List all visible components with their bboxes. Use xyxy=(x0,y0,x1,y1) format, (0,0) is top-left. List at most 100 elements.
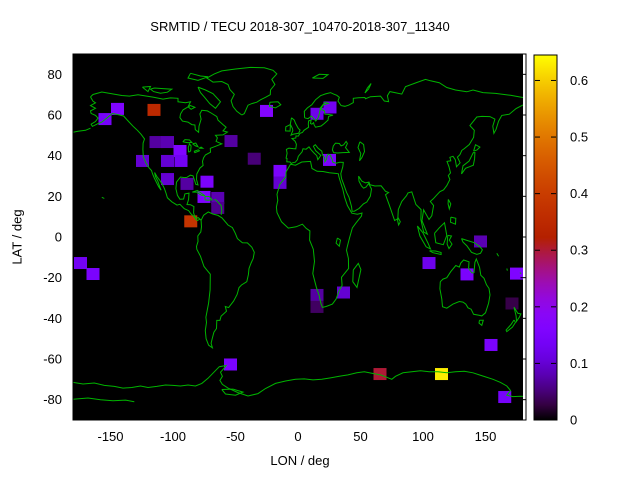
coastline-south-america xyxy=(195,211,255,349)
coastline-solomons xyxy=(496,253,500,257)
coastline-ross-shelf xyxy=(73,397,135,403)
coastline-borneo xyxy=(434,221,448,246)
coastline-sumatra xyxy=(416,225,432,251)
x-tick-label: 100 xyxy=(412,429,434,444)
heatmap-cell xyxy=(173,144,187,157)
coastline-eurasia-south xyxy=(285,101,523,236)
coastline-baffin-island xyxy=(197,86,222,110)
colorbar-tick-label: 0.2 xyxy=(570,299,588,314)
heatmap-cell xyxy=(149,136,163,149)
coastline-novaya-zemlya xyxy=(364,83,372,94)
colorbar-tick-label: 0.3 xyxy=(570,243,588,258)
heatmap-cell xyxy=(373,368,387,381)
heatmap-cell xyxy=(422,257,436,270)
heatmap-cell xyxy=(323,153,336,166)
heatmap-cell xyxy=(310,288,324,301)
heatmap-cell xyxy=(505,297,519,310)
heatmap-cell xyxy=(161,136,174,149)
coastline-lake-ontario xyxy=(198,146,205,149)
coastline-madagascar xyxy=(352,262,362,289)
coastline-svalbard xyxy=(312,73,330,79)
x-tick-label: -100 xyxy=(160,429,186,444)
colorbar-gradient-rect xyxy=(534,55,557,420)
coastline-nz-south xyxy=(505,319,517,333)
map-background xyxy=(73,54,523,420)
coastline-africa xyxy=(275,160,363,308)
y-tick-label: 0 xyxy=(55,230,62,245)
heatmap-cell xyxy=(224,135,238,148)
heatmap-cell xyxy=(74,257,87,270)
heatmap-cell xyxy=(161,154,174,167)
coastlines xyxy=(73,66,523,403)
y-tick-label: -20 xyxy=(43,270,62,285)
coastline-antarctica xyxy=(73,364,523,398)
heatmap-cell xyxy=(310,300,324,313)
coastline-fiji xyxy=(519,272,522,274)
coastline-new-guinea xyxy=(461,238,484,255)
heatmap-cell xyxy=(247,152,261,165)
colorbar-tick-label: 0.1 xyxy=(570,356,588,371)
coastline-lake-victoria xyxy=(335,237,342,248)
coastline-iceland xyxy=(268,101,282,109)
coastline-victoria-island xyxy=(149,87,174,94)
plot-title: SRMTID / TECU 2018-307_10470-2018-307_11… xyxy=(150,19,450,34)
x-tick-label: 150 xyxy=(475,429,497,444)
coastline-nz-north xyxy=(513,306,522,323)
coastline-eurasia-arctic xyxy=(303,78,523,118)
heatmap-cell xyxy=(435,368,448,381)
x-tick-label: 0 xyxy=(294,429,301,444)
heatmap-cell xyxy=(224,358,237,371)
coastline-australia xyxy=(439,257,491,317)
coastline-ireland xyxy=(285,124,291,132)
colorbar-tick-label: 0 xyxy=(570,413,577,428)
coastline-banks-island xyxy=(142,85,152,93)
heatmap-cell xyxy=(260,104,273,117)
coastline-honshu xyxy=(461,152,476,175)
x-tick-label: -50 xyxy=(226,429,245,444)
coastline-aleutians xyxy=(73,127,91,133)
world-map xyxy=(73,54,523,420)
coastline-vanuatu xyxy=(506,268,508,271)
coastline-caspian xyxy=(357,141,366,162)
y-axis-tick-labels: 80 60 40 20 0 -20 -40 -60 -80 xyxy=(43,67,62,407)
coastline-ellesmere xyxy=(187,72,209,81)
heatmap-cell xyxy=(211,191,225,204)
heatmap-cell xyxy=(510,267,523,280)
coastline-hawaii xyxy=(101,196,105,199)
coastline-cuba xyxy=(192,189,206,197)
heatmap-cell xyxy=(474,235,487,248)
coastline-java xyxy=(429,250,442,256)
heatmap-cell xyxy=(323,101,337,114)
heatmap-cell xyxy=(273,164,287,177)
coastline-lake-michigan xyxy=(187,142,192,153)
coastline-tasmania xyxy=(478,319,484,327)
coastline-black-sea xyxy=(331,140,351,154)
coastline-southampton xyxy=(187,104,197,110)
x-axis-tick-labels: -150 -100 -50 0 50 100 150 xyxy=(97,429,496,444)
coastline-sri-lanka xyxy=(397,217,401,227)
heatmap-cell xyxy=(460,268,474,281)
coastline-weddell-shelf xyxy=(221,388,245,396)
y-tick-label: -80 xyxy=(43,392,62,407)
coastline-hokkaido xyxy=(473,143,481,152)
colorbar: 0 0.1 0.2 0.3 0.4 0.5 0.6 xyxy=(533,54,588,428)
coastline-sulawesi xyxy=(446,234,453,250)
heatmap-cell xyxy=(147,103,161,116)
y-tick-label: 60 xyxy=(48,108,62,123)
coastline-lake-erie xyxy=(193,149,201,154)
heatmap-cell xyxy=(174,154,188,167)
coastline-hispaniola xyxy=(204,196,214,201)
heatmap-cell xyxy=(200,175,214,188)
y-tick-label: 20 xyxy=(48,189,62,204)
coastline-luzon xyxy=(447,199,452,211)
colorbar-border xyxy=(533,54,558,421)
coastline-greenland xyxy=(205,66,278,116)
heatmap-cell xyxy=(136,154,149,167)
heatmap-cell xyxy=(184,215,198,228)
x-tick-label: -150 xyxy=(97,429,123,444)
coastline-antilles xyxy=(214,199,223,216)
heatmap-cell xyxy=(180,177,194,190)
heatmap-cell xyxy=(86,268,100,281)
heatmap-cell xyxy=(161,173,174,186)
